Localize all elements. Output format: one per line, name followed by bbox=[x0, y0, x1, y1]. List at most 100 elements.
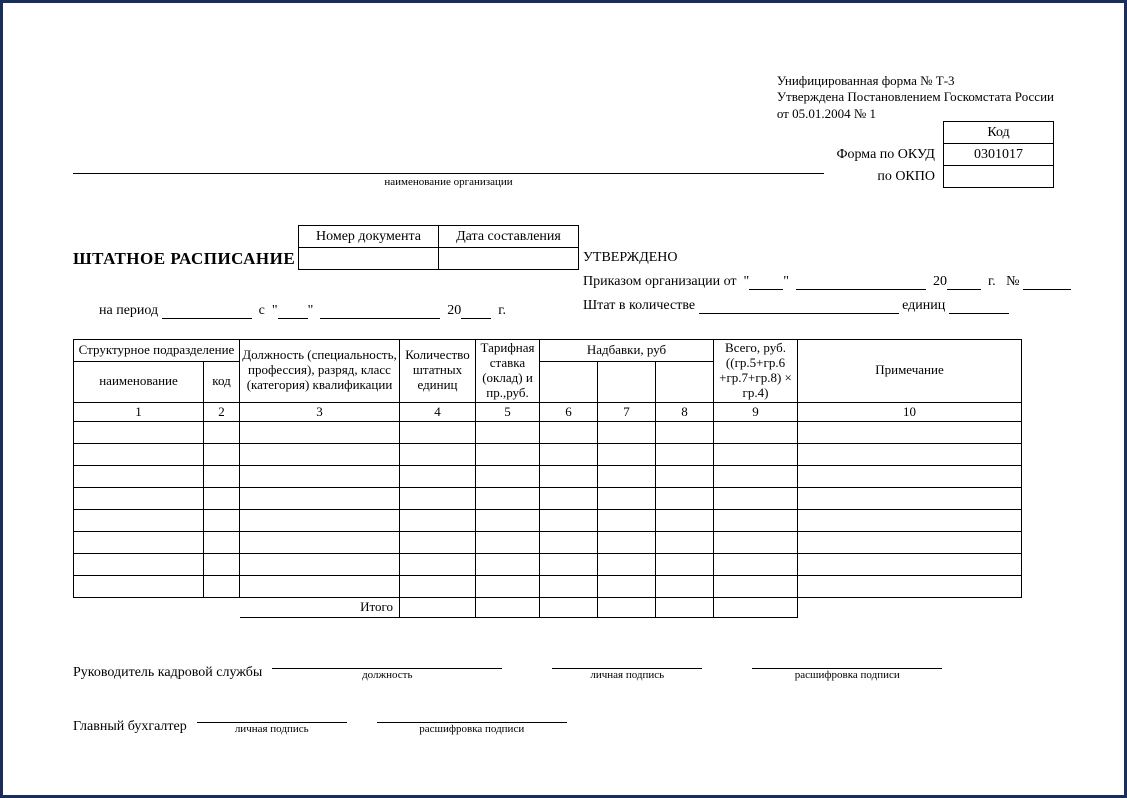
table-cell bbox=[540, 487, 598, 509]
hdr-struct: Структурное подразделение bbox=[74, 340, 240, 362]
period-year bbox=[461, 305, 491, 319]
table-cell bbox=[798, 531, 1022, 553]
table-cell bbox=[204, 531, 240, 553]
period-year-suffix: г. bbox=[498, 303, 506, 318]
table-cell bbox=[476, 421, 540, 443]
table-cell bbox=[204, 487, 240, 509]
table-cell bbox=[598, 553, 656, 575]
table-row bbox=[74, 443, 1022, 465]
acc-sign-line bbox=[197, 707, 347, 723]
itogo-label: Итого bbox=[240, 597, 400, 617]
table-cell bbox=[656, 531, 714, 553]
table-cell bbox=[74, 553, 204, 575]
itogo-c8 bbox=[656, 597, 714, 617]
hdr-allow-3 bbox=[656, 361, 714, 402]
table-cell bbox=[540, 531, 598, 553]
table-cell bbox=[798, 509, 1022, 531]
table-cell bbox=[240, 531, 400, 553]
acc-decode-cap: расшифровка подписи bbox=[377, 723, 567, 735]
table-cell bbox=[656, 443, 714, 465]
table-cell bbox=[540, 465, 598, 487]
table-cell bbox=[798, 443, 1022, 465]
document-frame: Унифицированная форма № Т-3 Утверждена П… bbox=[0, 0, 1127, 798]
table-cell bbox=[204, 443, 240, 465]
table-cell bbox=[598, 465, 656, 487]
hr-position-cap: должность bbox=[272, 669, 502, 681]
order-year-prefix: 20 bbox=[933, 274, 947, 289]
form-header-line3: от 05.01.2004 № 1 bbox=[777, 106, 1054, 122]
table-cell bbox=[476, 575, 540, 597]
table-cell bbox=[798, 421, 1022, 443]
table-cell bbox=[74, 487, 204, 509]
approve-block: УТВЕРЖДЕНО Приказом организации от "" 20… bbox=[583, 250, 1063, 322]
hdr-allow: Надбавки, руб bbox=[540, 340, 714, 362]
table-cell bbox=[598, 487, 656, 509]
table-row bbox=[74, 531, 1022, 553]
table-cell bbox=[540, 421, 598, 443]
document-title: ШТАТНОЕ РАСПИСАНИЕ bbox=[73, 249, 298, 269]
period-row: на период с "" 20 г. bbox=[99, 303, 506, 319]
org-name-caption: наименование организации bbox=[73, 176, 824, 188]
table-cell bbox=[656, 553, 714, 575]
table-cell bbox=[476, 553, 540, 575]
staff-count bbox=[699, 300, 899, 314]
order-day bbox=[749, 276, 783, 290]
okud-label: Форма по ОКУД bbox=[835, 144, 943, 166]
colnum-9: 9 bbox=[714, 402, 798, 421]
docnum-num-label: Номер документа bbox=[299, 226, 439, 248]
hr-title: Руководитель кадровой службы bbox=[73, 665, 262, 681]
table-cell bbox=[476, 509, 540, 531]
colnum-7: 7 bbox=[598, 402, 656, 421]
accountant-title: Главный бухгалтер bbox=[73, 719, 187, 735]
docnum-date-label: Дата составления bbox=[439, 226, 579, 248]
order-prefix: Приказом организации от bbox=[583, 274, 737, 289]
colnum-3: 3 bbox=[240, 402, 400, 421]
table-cell bbox=[74, 421, 204, 443]
hdr-total: Всего, руб. ((гр.5+гр.6 +гр.7+гр.8) × гр… bbox=[714, 340, 798, 403]
table-cell bbox=[476, 531, 540, 553]
period-from: с bbox=[259, 303, 265, 318]
okpo-value bbox=[944, 166, 1054, 188]
form-header-line2: Утверждена Постановлением Госкомстата Ро… bbox=[777, 89, 1054, 105]
table-cell bbox=[476, 487, 540, 509]
staff-tail bbox=[949, 300, 1009, 314]
table-cell bbox=[540, 553, 598, 575]
table-cell bbox=[798, 553, 1022, 575]
table-cell bbox=[714, 531, 798, 553]
table-cell bbox=[240, 553, 400, 575]
table-cell bbox=[598, 509, 656, 531]
hr-decode-line bbox=[752, 653, 942, 669]
docnum-num-value bbox=[299, 248, 439, 270]
table-cell bbox=[240, 509, 400, 531]
table-cell bbox=[400, 487, 476, 509]
table-cell bbox=[656, 575, 714, 597]
itogo-c5 bbox=[476, 597, 540, 617]
table-cell bbox=[400, 465, 476, 487]
itogo-c4 bbox=[400, 597, 476, 617]
table-cell bbox=[714, 465, 798, 487]
table-cell bbox=[400, 421, 476, 443]
table-cell bbox=[656, 509, 714, 531]
table-cell bbox=[798, 465, 1022, 487]
table-cell bbox=[204, 465, 240, 487]
table-cell bbox=[714, 509, 798, 531]
hdr-position: Должность (специальность, профессия), ра… bbox=[240, 340, 400, 403]
colnum-5: 5 bbox=[476, 402, 540, 421]
table-cell bbox=[240, 465, 400, 487]
order-num-sign: № bbox=[1006, 274, 1019, 289]
table-cell bbox=[798, 487, 1022, 509]
acc-decode-line bbox=[377, 707, 567, 723]
staff-prefix: Штат в количестве bbox=[583, 298, 695, 313]
table-row bbox=[74, 575, 1022, 597]
itogo-c9 bbox=[714, 597, 798, 617]
org-name-underline bbox=[73, 173, 824, 174]
table-cell bbox=[204, 509, 240, 531]
kod-header: Код bbox=[944, 122, 1054, 144]
table-cell bbox=[400, 575, 476, 597]
colnum-8: 8 bbox=[656, 402, 714, 421]
table-cell bbox=[714, 487, 798, 509]
hdr-note: Примечание bbox=[798, 340, 1022, 403]
itogo-c6 bbox=[540, 597, 598, 617]
hr-sign-cap: личная подпись bbox=[552, 669, 702, 681]
table-cell bbox=[714, 553, 798, 575]
